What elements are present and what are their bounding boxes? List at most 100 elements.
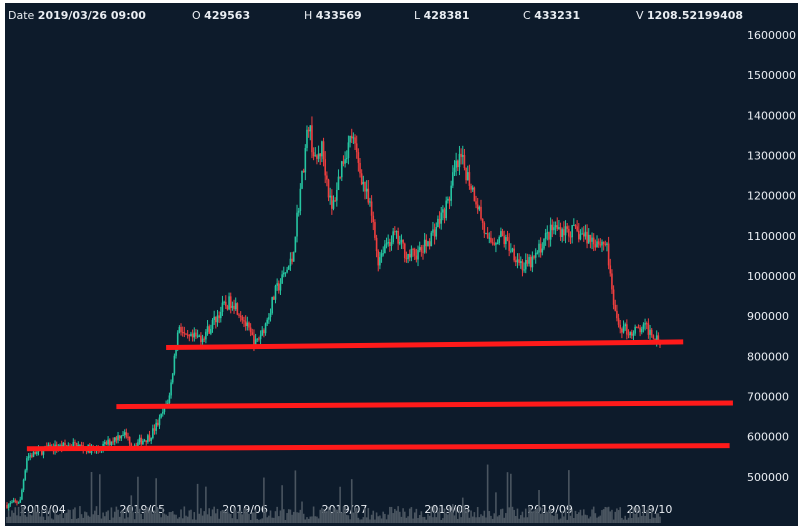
volume-bar <box>122 510 124 523</box>
candle-body <box>556 225 559 229</box>
volume-bar <box>508 507 510 523</box>
volume-bar <box>635 507 638 523</box>
candle-body <box>617 318 620 325</box>
candle-body <box>221 302 224 312</box>
volume-bar <box>659 516 661 523</box>
volume-bar <box>581 515 583 523</box>
candle-body <box>539 243 542 253</box>
volume-bar <box>645 509 648 523</box>
candle-body <box>354 137 356 144</box>
volume-bar <box>370 514 373 523</box>
volume-bar <box>536 508 539 523</box>
candle-body <box>253 335 255 348</box>
candle-body <box>233 305 235 310</box>
volume-bar <box>17 506 20 523</box>
candle-body <box>27 456 30 459</box>
volume-bar <box>616 508 618 523</box>
volume-bar <box>160 517 162 523</box>
volume-bar <box>485 517 487 523</box>
candle-body <box>158 417 161 426</box>
candle-body <box>524 260 527 270</box>
candle-body <box>284 272 287 274</box>
candle-body <box>369 201 371 203</box>
candle-body <box>181 331 184 333</box>
candle-body <box>528 257 530 264</box>
candle-body <box>568 228 570 237</box>
candlestick-chart[interactable]: 500000 600000 700000 800000 900000 1000000 110… <box>5 3 798 526</box>
volume-bar <box>521 511 524 523</box>
candle-body <box>336 190 338 201</box>
candle-body <box>619 324 622 329</box>
volume-bar <box>597 516 600 523</box>
volume-bar <box>143 511 146 523</box>
candle-body <box>178 327 181 333</box>
volume-bar <box>395 510 398 523</box>
volume-bar <box>97 514 99 523</box>
y-tick-label: 1500000 <box>747 69 796 82</box>
low-readout: L 428381 <box>414 9 470 22</box>
candle-body <box>14 500 17 502</box>
candle-body <box>107 439 109 445</box>
date-readout: Date 2019/03/26 09:00 <box>8 9 146 22</box>
candle-body <box>201 338 204 343</box>
volume-bar <box>34 506 36 523</box>
volume-bar <box>619 507 622 523</box>
volume-bar <box>650 508 653 523</box>
volume-bar <box>589 516 592 523</box>
candle-body <box>190 333 192 337</box>
volume-bar <box>137 476 139 523</box>
volume-bar <box>64 513 66 523</box>
volume-bar <box>181 518 184 523</box>
volume-bar <box>142 519 144 523</box>
volume-bar <box>211 509 214 523</box>
y-tick-label: 1600000 <box>747 29 796 42</box>
volume-bar <box>364 508 366 523</box>
candle-body <box>273 297 275 300</box>
candle-body <box>644 323 646 325</box>
candle-body <box>254 339 257 348</box>
volume-bar <box>354 506 356 523</box>
candle-body <box>248 322 250 328</box>
candle-body <box>324 159 327 176</box>
volume-bar <box>105 511 108 523</box>
volume-bar <box>602 509 605 523</box>
candle-body <box>612 289 615 305</box>
candle-body <box>171 373 174 383</box>
candle-body <box>481 218 484 223</box>
candle-body <box>511 248 514 251</box>
volume-bar <box>193 512 196 523</box>
candle-body <box>364 182 366 192</box>
volume-bar <box>558 519 560 523</box>
volume-bar <box>85 512 88 523</box>
candle-body <box>62 442 65 449</box>
candle-body <box>317 153 320 159</box>
candle-body <box>117 435 119 441</box>
candle-body <box>607 243 610 266</box>
candle-body <box>175 348 177 356</box>
candle-body <box>389 242 391 246</box>
volume-bar <box>606 507 608 523</box>
candle-body <box>468 172 471 186</box>
candle-body <box>17 502 20 504</box>
chart-panel[interactable]: 500000 600000 700000 800000 900000 1000000 110… <box>5 3 798 526</box>
volume-bar <box>268 515 270 523</box>
candle-body <box>384 244 386 254</box>
volume-bar <box>273 517 275 523</box>
candle-body <box>649 329 651 335</box>
candle-body <box>599 244 602 246</box>
volume-bar <box>205 486 207 523</box>
candle-body <box>31 455 33 457</box>
candle-body <box>422 251 424 253</box>
y-tick-label: 1200000 <box>747 190 796 203</box>
volume-bar <box>115 506 118 523</box>
volume-bar <box>243 508 245 523</box>
candle-body <box>301 170 303 189</box>
volume-bar <box>153 510 156 523</box>
volume-bar <box>155 478 157 523</box>
candle-body <box>480 206 482 219</box>
candle-body <box>592 237 595 245</box>
candle-body <box>103 442 106 444</box>
candle-body <box>473 187 476 202</box>
volume-bar <box>463 506 466 523</box>
candle-body <box>261 330 264 336</box>
